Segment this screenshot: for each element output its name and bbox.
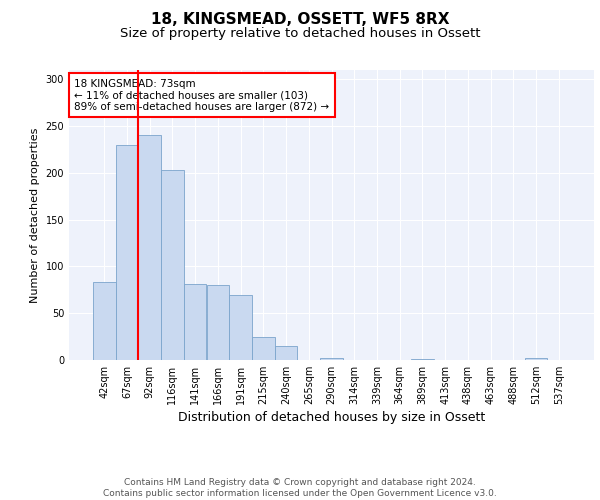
Bar: [184, 284, 206, 360]
Bar: [161, 170, 184, 360]
Bar: [275, 346, 298, 360]
Bar: [320, 358, 343, 360]
Bar: [116, 145, 139, 360]
Text: Contains HM Land Registry data © Crown copyright and database right 2024.
Contai: Contains HM Land Registry data © Crown c…: [103, 478, 497, 498]
Bar: [229, 294, 252, 360]
Bar: [93, 282, 116, 360]
Text: 18 KINGSMEAD: 73sqm
← 11% of detached houses are smaller (103)
89% of semi-detac: 18 KINGSMEAD: 73sqm ← 11% of detached ho…: [74, 78, 329, 112]
Bar: [252, 336, 275, 360]
Bar: [524, 358, 547, 360]
Text: Size of property relative to detached houses in Ossett: Size of property relative to detached ho…: [120, 28, 480, 40]
Bar: [206, 285, 229, 360]
Bar: [139, 134, 161, 360]
Text: 18, KINGSMEAD, OSSETT, WF5 8RX: 18, KINGSMEAD, OSSETT, WF5 8RX: [151, 12, 449, 28]
Y-axis label: Number of detached properties: Number of detached properties: [30, 128, 40, 302]
X-axis label: Distribution of detached houses by size in Ossett: Distribution of detached houses by size …: [178, 411, 485, 424]
Bar: [411, 359, 434, 360]
